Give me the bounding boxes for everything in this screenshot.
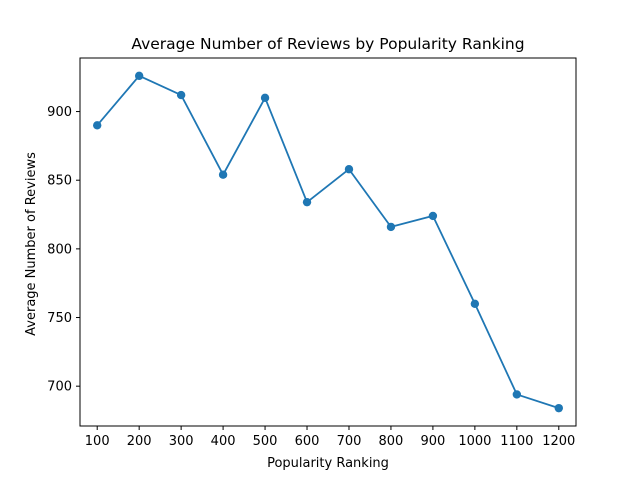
data-point [302,197,312,207]
chart-title: Average Number of Reviews by Popularity … [131,35,524,53]
x-tick-label: 1000 [458,434,491,449]
x-tick-label: 400 [211,434,236,449]
data-point [512,390,522,399]
plot-frame [79,57,577,427]
x-tick-label: 300 [169,434,194,449]
data-point [554,403,563,413]
x-tick-label: 700 [337,434,362,449]
data-point [428,211,438,221]
data-point [470,299,480,308]
y-tick-label: 800 [47,242,72,257]
x-tick-label: 600 [295,434,320,449]
data-point [218,170,228,179]
y-tick-label: 700 [47,380,72,395]
plot-area: 100 200 300 400 500 600 700 800 900 1000 1100 1200 7… [47,57,577,449]
x-tick-label: 800 [379,434,404,449]
x-tick-label: 100 [85,434,110,449]
data-point [260,93,270,103]
x-tick-label: 200 [127,434,152,449]
data-point [93,121,102,130]
y-tick-label: 850 [47,174,72,189]
x-tick-label: 1100 [500,434,533,449]
data-point [134,71,144,81]
x-tick-label: 1200 [542,434,575,449]
data-point [176,90,186,100]
x-tick-label: 500 [253,434,278,449]
y-tick-label: 750 [47,311,72,326]
x-tick-label: 900 [420,434,445,449]
data-point [386,222,396,232]
y-tick-label: 900 [47,105,72,120]
data-point [344,165,354,174]
x-axis-label: Popularity Ranking [267,456,389,471]
series-line [96,74,560,410]
y-axis-label: Average Number of Reviews [24,152,39,336]
